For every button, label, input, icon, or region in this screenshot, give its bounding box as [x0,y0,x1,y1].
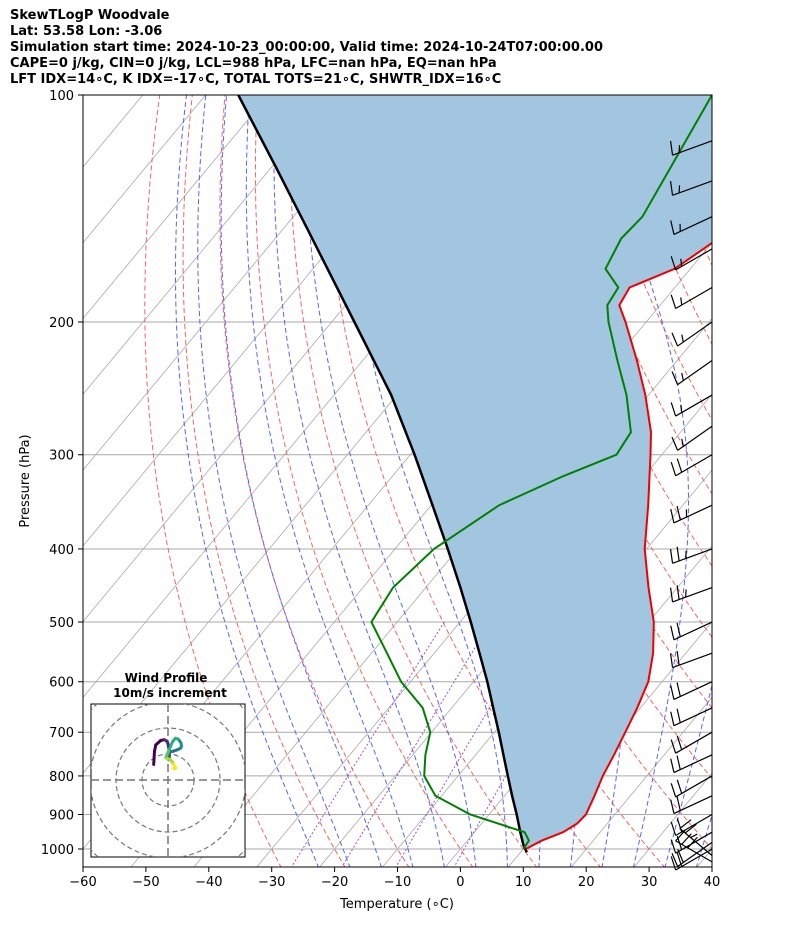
wind-barb [670,831,713,854]
chart-indices-2: LFT IDX=14∘C, K IDX=-17∘C, TOTAL TOTS=21… [10,72,502,87]
chart-title-block: SkewTLogP Woodvale Lat: 53.58 Lon: -3.06… [10,8,603,88]
temperature-line [525,241,712,850]
moist-adiabat [220,95,382,867]
y-tick-label: 700 [49,726,74,741]
wind-barb [670,681,713,701]
x-tick-label: −40 [195,875,222,890]
dry-adiabat [144,95,282,867]
isotherm-line [759,95,794,868]
y-tick-label: 200 [49,316,74,331]
x-tick-label: −20 [321,875,348,890]
profile-lines [237,95,712,853]
wind-barb [669,585,713,603]
hodograph-inset: Wind Profile 10m/s increment [90,671,246,858]
dry-adiabat [582,95,712,421]
wind-barb [670,707,713,727]
hodograph-segment [171,766,177,771]
x-tick-label: 40 [704,875,721,890]
hodograph-title: Wind Profile [125,671,208,685]
x-tick-label: 20 [578,875,595,890]
wind-barb [670,454,713,477]
wind-barb [670,216,713,235]
wind-barbs [669,140,713,871]
wind-barb [670,504,713,524]
dry-adiabat [182,95,346,867]
wind-barb [670,775,713,798]
y-tick-label: 100 [49,89,74,104]
y-tick-label: 300 [49,449,74,464]
x-tick-label: 0 [456,875,464,890]
moist-adiabat [175,95,319,867]
wind-barb [670,813,713,837]
isotherm-line [382,469,712,867]
moist-adiabat [273,95,445,867]
x-tick-label: −30 [258,875,285,890]
y-tick-label: 1000 [41,843,74,858]
hodograph-trace [152,736,184,771]
wind-barb [669,180,713,196]
parcel-profile-line [237,95,529,853]
isotherm-line [83,95,332,395]
wind-barb [670,621,713,641]
wind-barb [670,731,713,754]
moist-adiabat [245,95,414,867]
x-tick-label: −60 [69,875,96,890]
dry-adiabat [219,95,410,867]
cape-cin-shading [238,95,712,853]
y-tick-label: 400 [49,543,74,558]
moist-adiabat [728,88,794,868]
moist-adiabat [197,95,351,867]
y-tick-label: 500 [49,616,74,631]
y-tick-label: 900 [49,808,74,823]
isotherm-line [83,95,395,471]
wind-barb [670,754,713,774]
moist-adiabat [339,95,508,867]
wind-barb [670,286,713,309]
chart-title: SkewTLogP Woodvale [10,8,170,23]
dry-adiabat [778,95,794,868]
mixing-ratio-line [341,621,492,867]
dry-adiabat [549,95,712,495]
wind-barb [669,140,713,156]
x-tick-label: −50 [132,875,159,890]
isotherm-line [570,696,712,867]
dry-adiabat [254,95,474,867]
chart-location: Lat: 53.58 Lon: -3.06 [10,24,163,39]
wind-barb [670,248,713,271]
isotherm-line [83,95,269,320]
wind-barb [671,321,713,347]
wind-barb [669,650,713,669]
x-axis-label: Temperature (∘C) [339,897,454,912]
wind-barb [679,819,713,856]
x-tick-label: 30 [641,875,658,890]
x-tick-label: 10 [515,875,532,890]
dry-adiabat [713,95,794,868]
y-axis-label: Pressure (hPa) [18,434,33,527]
x-axis-ticks: −60 −50 −40 −30 −20 −10 0 10 20 30 40 [69,867,720,890]
wind-barb [671,360,713,386]
dry-adiabat [288,95,538,867]
chart-times: Simulation start time: 2024-10-23_00:00:… [10,40,603,55]
wind-barb [670,394,713,417]
wind-barb [669,546,713,564]
dry-adiabat [746,95,794,868]
chart-indices-1: CAPE=0 j/kg, CIN=0 j/kg, LCL=988 hPa, LF… [10,56,497,71]
isotherm-line [83,95,206,244]
hodograph-subtitle: 10m/s increment [113,686,227,700]
hodograph-segment [152,749,156,766]
moist-adiabat [304,95,477,867]
dewpoint-line [370,95,712,850]
wind-barb [671,425,713,451]
y-tick-label: 800 [49,770,74,785]
x-tick-label: −10 [384,875,411,890]
y-axis-ticks: 1000 900 800 700 600 500 400 300 200 100 [41,89,83,858]
cin-area [238,95,712,853]
y-tick-label: 600 [49,676,74,691]
wind-barb [670,795,713,815]
